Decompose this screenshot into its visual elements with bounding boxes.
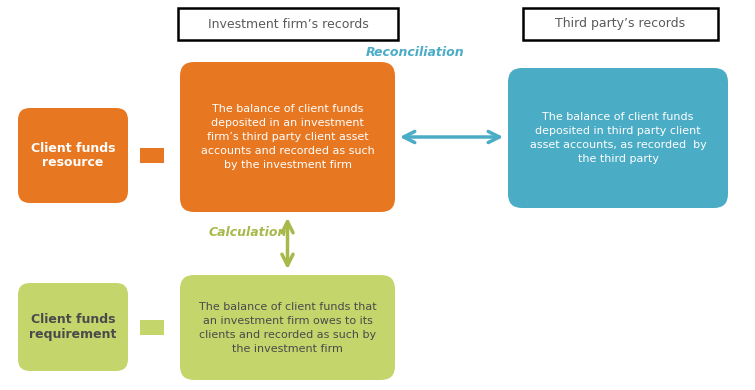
Text: Investment firm’s records: Investment firm’s records [208,18,368,30]
Text: The balance of client funds
deposited in an investment
firm’s third party client: The balance of client funds deposited in… [201,104,374,170]
Text: The balance of client funds that
an investment firm owes to its
clients and reco: The balance of client funds that an inve… [199,301,376,353]
FancyBboxPatch shape [180,275,395,380]
FancyBboxPatch shape [140,326,164,335]
FancyBboxPatch shape [140,319,164,328]
FancyBboxPatch shape [140,155,164,163]
Text: Reconciliation: Reconciliation [365,46,464,58]
Text: Third party’s records: Third party’s records [556,18,686,30]
FancyBboxPatch shape [178,8,398,40]
FancyBboxPatch shape [180,62,395,212]
FancyBboxPatch shape [140,148,164,156]
FancyBboxPatch shape [18,108,128,203]
Text: Client funds
requirement: Client funds requirement [29,313,117,341]
Text: Calculation: Calculation [209,227,287,239]
FancyBboxPatch shape [523,8,718,40]
FancyBboxPatch shape [18,283,128,371]
Text: The balance of client funds
deposited in third party client
asset accounts, as r: The balance of client funds deposited in… [529,112,707,164]
Text: Client funds
resource: Client funds resource [31,142,116,170]
FancyBboxPatch shape [508,68,728,208]
